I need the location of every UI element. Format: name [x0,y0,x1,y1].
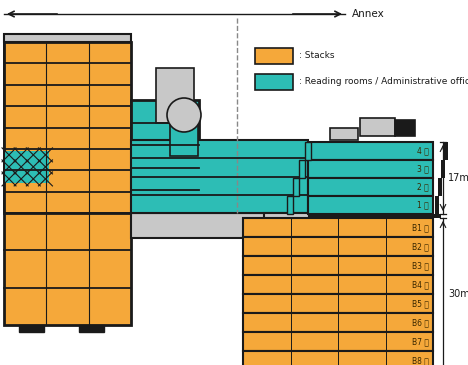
Bar [243,256,433,275]
Bar [308,178,433,196]
Text: 3 階: 3 階 [417,165,429,173]
Bar [131,140,308,213]
Bar [308,142,433,160]
Bar [4,34,131,42]
Bar [299,160,305,178]
Text: B3 階: B3 階 [412,261,429,270]
Bar [5,151,50,183]
Text: B2 階: B2 階 [412,242,429,251]
Bar [3,34,8,213]
Bar [4,42,131,213]
Bar [305,142,311,160]
Bar [156,68,194,123]
Bar [243,237,433,256]
Bar [293,178,299,196]
Bar [438,178,442,196]
Bar [264,213,309,258]
Bar [243,218,433,237]
Text: : Stacks: : Stacks [299,51,335,61]
Bar [444,142,448,160]
Circle shape [167,98,201,132]
Text: B1 階: B1 階 [412,223,429,232]
Bar [243,294,433,313]
Bar [170,121,198,156]
Bar [255,48,293,64]
Text: 17m: 17m [448,173,468,183]
Text: B6 階: B6 階 [412,318,429,327]
Text: : Reading rooms / Administrative offices: : Reading rooms / Administrative offices [299,77,468,87]
Bar [79,325,104,332]
Bar [243,351,433,365]
Bar [255,74,293,90]
Bar [131,100,199,213]
Bar [360,118,395,136]
Text: Annex: Annex [352,9,385,19]
Bar [19,325,44,332]
Text: 1 階: 1 階 [417,200,429,210]
Text: B4 階: B4 階 [412,280,429,289]
Bar [243,275,433,294]
Bar [308,214,433,218]
Bar [395,120,415,136]
Text: B7 階: B7 階 [412,337,429,346]
Bar [243,332,433,351]
Text: B5 階: B5 階 [412,299,429,308]
Bar [4,213,131,325]
Text: 2 階: 2 階 [417,182,429,192]
Text: 30m: 30m [448,289,468,299]
Text: 4 階: 4 階 [417,146,429,155]
Bar [441,160,445,178]
Bar [243,313,433,332]
Bar [131,213,276,238]
Bar [308,160,433,178]
Bar [433,214,441,218]
Text: B8 階: B8 階 [412,356,429,365]
Bar [308,196,433,214]
Bar [287,196,293,214]
Bar [435,196,439,214]
Bar [330,128,358,140]
